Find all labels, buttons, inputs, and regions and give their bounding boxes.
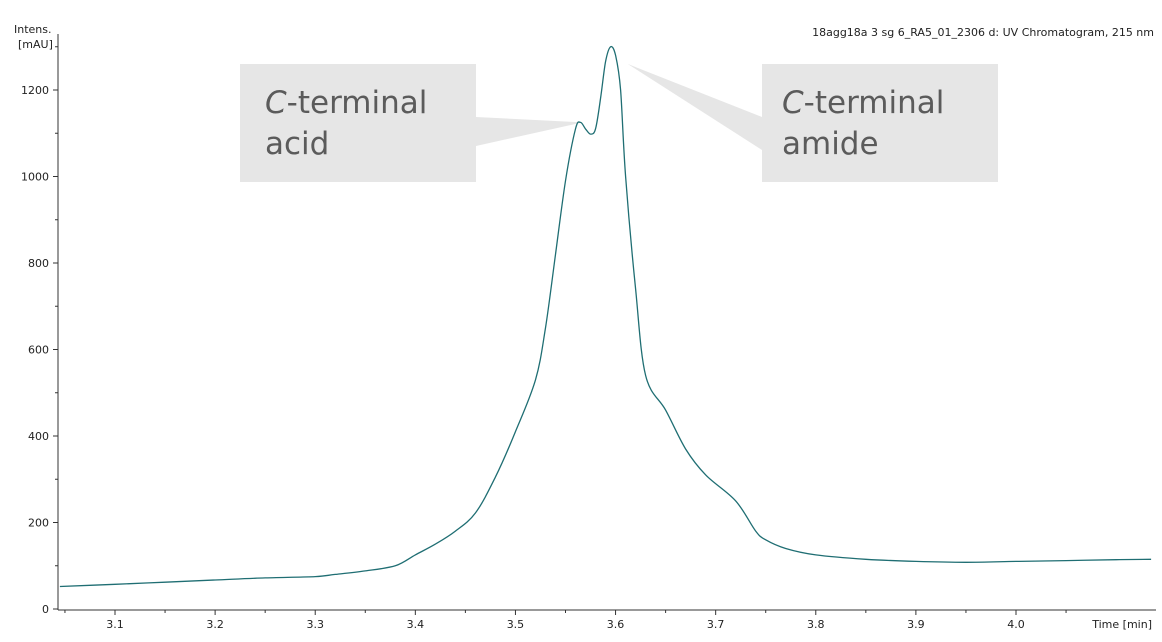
x-tick-label: 4.0 xyxy=(1007,618,1025,631)
chart-title: 18agg18a 3 sg 6_RA5_01_2306 d: UV Chroma… xyxy=(812,26,1154,39)
callout-amide-line2: amide xyxy=(782,126,879,162)
callout-amide: C-terminal amide xyxy=(627,63,998,182)
x-axis-label: Time [min] xyxy=(1091,618,1152,631)
callout-acid-line1: -terminal xyxy=(287,85,428,121)
x-tick-label: 3.2 xyxy=(206,618,224,631)
y-tick-label: 200 xyxy=(28,517,49,530)
callout-amide-italic: C xyxy=(782,85,804,121)
y-tick-label: 600 xyxy=(28,344,49,357)
callout-amide-text: C-terminal xyxy=(782,85,944,121)
y-tick-label: 1000 xyxy=(21,171,49,184)
callout-acid-pointer xyxy=(476,117,583,146)
y-tick-label: 0 xyxy=(42,603,49,616)
callout-acid-box xyxy=(240,64,476,182)
callout-amide-box xyxy=(762,64,998,182)
y-tick-label: 1200 xyxy=(21,84,49,97)
callout-acid-text: C-terminal xyxy=(265,85,427,121)
callout-acid: C-terminal acid xyxy=(240,64,583,182)
y-axis-label-line2: [mAU] xyxy=(18,38,53,51)
y-tick-label: 800 xyxy=(28,257,49,270)
callout-amide-line1: -terminal xyxy=(804,85,945,121)
x-tick-label: 3.8 xyxy=(807,618,825,631)
callout-acid-italic: C xyxy=(265,85,287,121)
x-tick-label: 3.6 xyxy=(607,618,625,631)
y-axis-ticks: 0 200 400 600 800 1000 1200 xyxy=(21,46,58,616)
x-tick-label: 3.4 xyxy=(407,618,425,631)
x-tick-label: 3.1 xyxy=(106,618,124,631)
chromatogram-trace xyxy=(59,45,1152,588)
x-tick-label: 3.9 xyxy=(907,618,925,631)
callouts: C-terminal acid C-terminal amide xyxy=(240,63,998,182)
callout-amide-pointer xyxy=(627,63,762,150)
x-axis-ticks: 3.1 3.2 3.3 3.4 3.5 3.6 3.7 3.8 3.9 4.0 xyxy=(64,610,1067,631)
x-tick-label: 3.3 xyxy=(306,618,324,631)
x-tick-label: 3.5 xyxy=(507,618,525,631)
y-tick-label: 400 xyxy=(28,430,49,443)
x-tick-label: 3.7 xyxy=(707,618,725,631)
y-axis-label-line1: Intens. xyxy=(14,23,52,36)
callout-acid-line2: acid xyxy=(265,126,329,162)
